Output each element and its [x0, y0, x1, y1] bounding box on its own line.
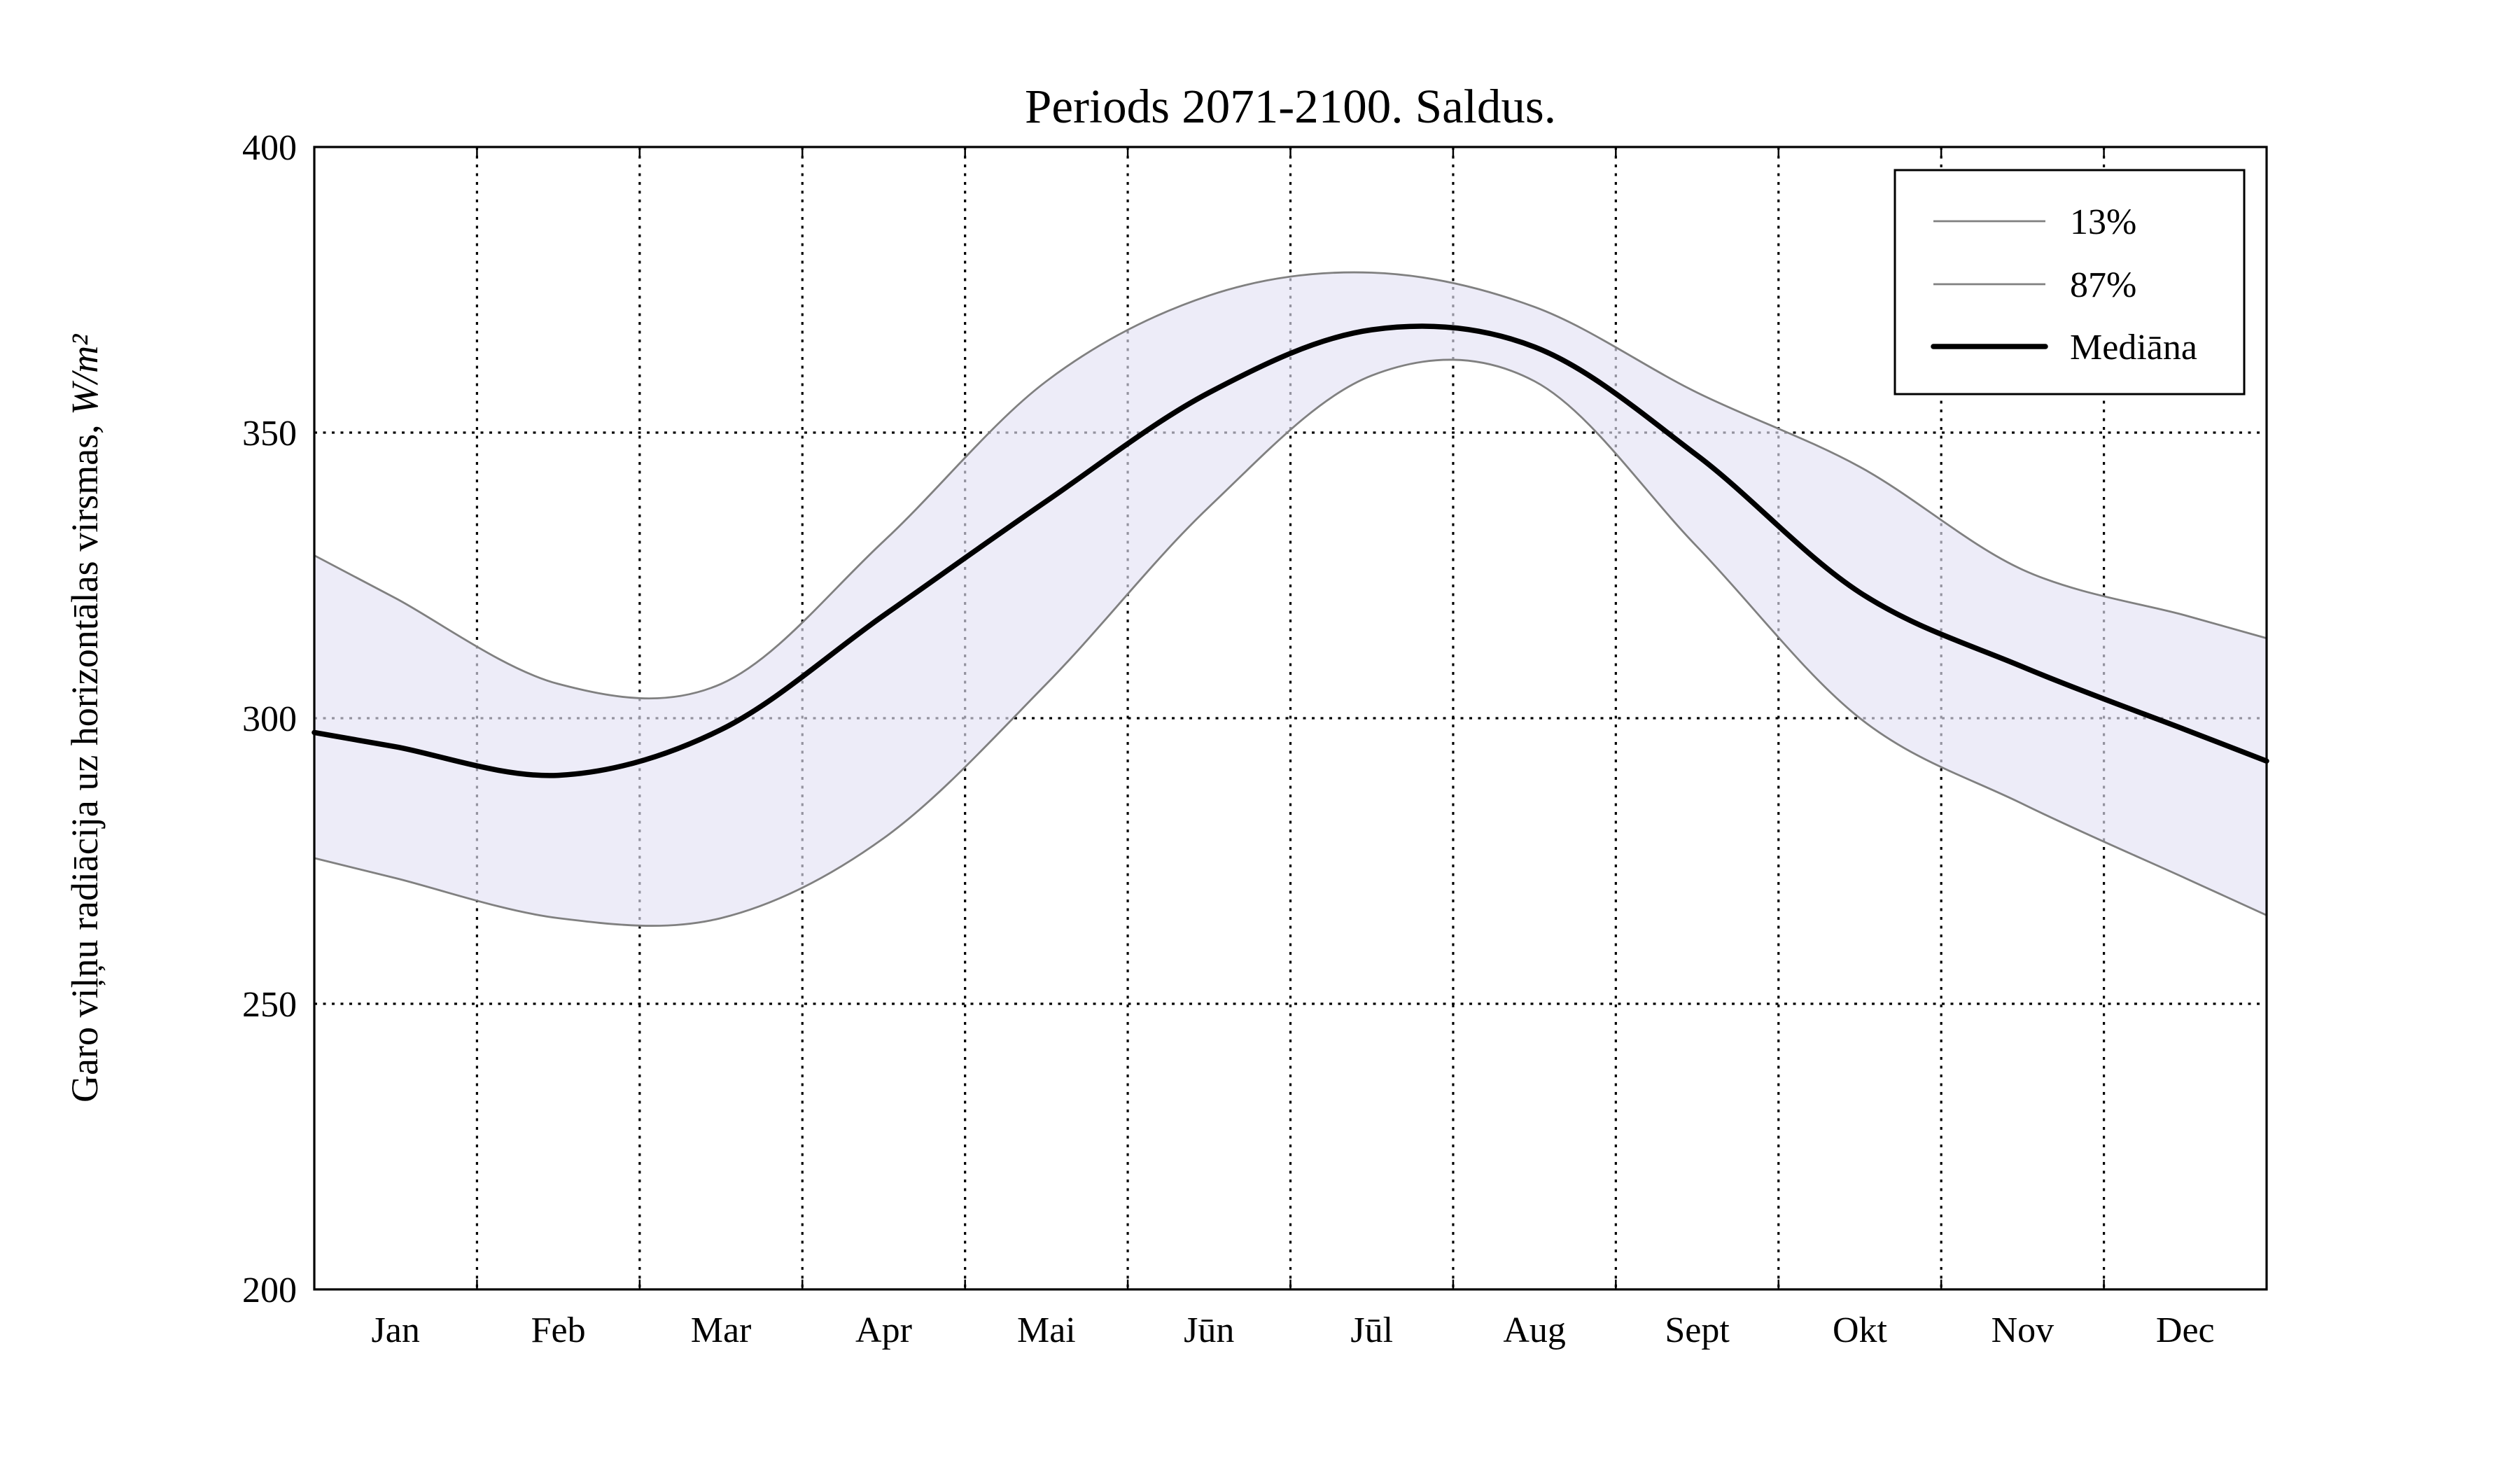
svg-text:Sept: Sept — [1665, 1310, 1730, 1350]
svg-text:Periods 2071-2100. Saldus.: Periods 2071-2100. Saldus. — [1025, 80, 1556, 133]
svg-text:Jūn: Jūn — [1184, 1310, 1234, 1350]
svg-text:200: 200 — [242, 1270, 297, 1310]
svg-text:Mai: Mai — [1017, 1310, 1076, 1350]
svg-text:300: 300 — [242, 699, 297, 739]
svg-text:400: 400 — [242, 128, 297, 168]
svg-text:350: 350 — [242, 414, 297, 454]
svg-text:250: 250 — [242, 985, 297, 1025]
svg-text:Apr: Apr — [855, 1310, 912, 1350]
svg-text:13%: 13% — [2070, 202, 2136, 242]
svg-text:Aug: Aug — [1503, 1310, 1566, 1350]
svg-text:87%: 87% — [2070, 265, 2136, 305]
svg-text:Jan: Jan — [372, 1310, 420, 1350]
svg-text:Nov: Nov — [1991, 1310, 2054, 1350]
svg-text:Okt: Okt — [1833, 1310, 1888, 1350]
svg-text:Mar: Mar — [691, 1310, 752, 1350]
svg-text:Feb: Feb — [531, 1310, 586, 1350]
svg-text:Mediāna: Mediāna — [2070, 328, 2197, 368]
svg-text:Jūl: Jūl — [1350, 1310, 1393, 1350]
svg-text:Dec: Dec — [2156, 1310, 2215, 1350]
